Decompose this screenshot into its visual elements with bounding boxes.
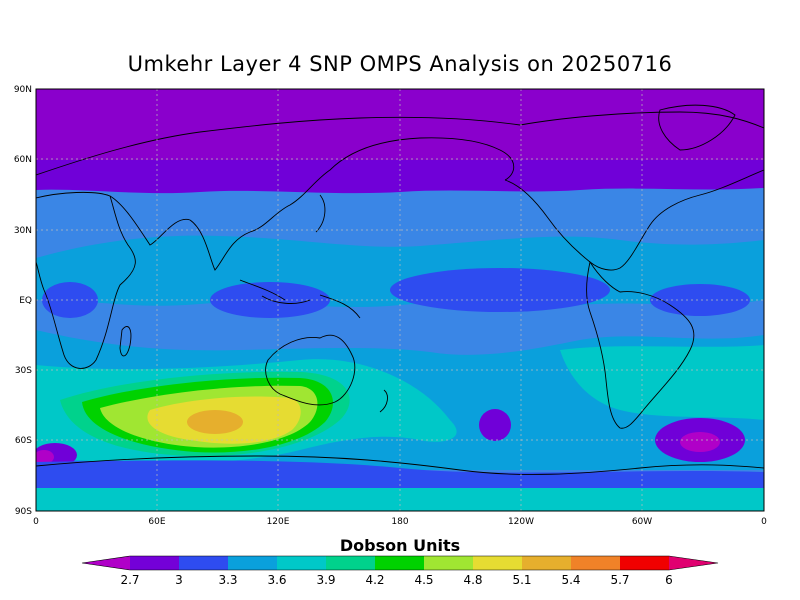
- colorbar-segment: [375, 556, 424, 570]
- lon-label: 60E: [148, 517, 165, 527]
- lat-label: 90N: [14, 85, 32, 95]
- colorbar-segment: [228, 556, 277, 570]
- lon-label: 0: [33, 517, 39, 527]
- colorbar-label: 6: [665, 573, 673, 587]
- colorbar-high-arrow: [669, 556, 718, 570]
- colorbar-segment: [277, 556, 326, 570]
- colorbar-label: 3.9: [316, 573, 335, 587]
- colorbar-segment: [473, 556, 522, 570]
- lat-label: 30S: [15, 366, 32, 376]
- map-title: Umkehr Layer 4 SNP OMPS Analysis on 2025…: [127, 52, 673, 76]
- colorbar-low-arrow: [82, 556, 130, 570]
- colorbar-label: 3: [175, 573, 183, 587]
- lat-label: 60N: [14, 155, 32, 165]
- colorbar-segment: [571, 556, 620, 570]
- legend-title: Dobson Units: [339, 536, 461, 555]
- lat-label: 60S: [15, 436, 32, 446]
- colorbar-label: 4.8: [463, 573, 482, 587]
- gridlines: [36, 89, 764, 511]
- lat-label: 30N: [14, 226, 32, 236]
- coastlines: [36, 104, 764, 475]
- lon-label: 0: [761, 517, 767, 527]
- lat-label: EQ: [19, 296, 32, 306]
- colorbar-label: 4.2: [365, 573, 384, 587]
- map-frame: [35, 88, 765, 512]
- latitude-labels: 90N 60N 30N EQ 30S 60S 90S: [14, 85, 32, 517]
- lon-label: 60W: [632, 517, 652, 527]
- colorbar-label: 3.6: [267, 573, 286, 587]
- colorbar: [81, 555, 719, 571]
- colorbar-segment: [130, 556, 179, 570]
- lon-label: 120W: [508, 517, 534, 527]
- colorbar-label: 5.7: [610, 573, 629, 587]
- colorbar-segment: [424, 556, 473, 570]
- colorbar-segment: [620, 556, 669, 570]
- colorbar-segment: [522, 556, 571, 570]
- colorbar-labels: 2.7 3 3.3 3.6 3.9 4.2 4.5 4.8 5.1 5.4 5.…: [120, 573, 672, 587]
- colorbar-label: 4.5: [414, 573, 433, 587]
- colorbar-label: 5.1: [512, 573, 531, 587]
- lon-label: 120E: [267, 517, 290, 527]
- colorbar-label: 2.7: [120, 573, 139, 587]
- colorbar-label: 5.4: [561, 573, 580, 587]
- colorbar-segment: [179, 556, 228, 570]
- lat-label: 90S: [15, 507, 32, 517]
- colorbar-segment: [326, 556, 375, 570]
- lon-label: 180: [391, 517, 408, 527]
- colorbar-label: 3.3: [218, 573, 237, 587]
- longitude-labels: 0 60E 120E 180 120W 60W 0: [33, 517, 767, 527]
